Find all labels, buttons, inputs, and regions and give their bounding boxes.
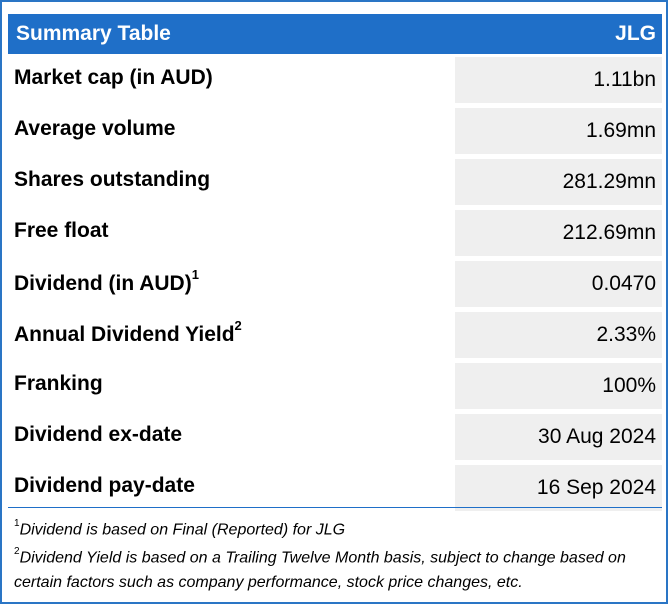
table-row-average-volume: Average volume 1.69mn: [8, 108, 662, 154]
row-value: 1.11bn: [455, 57, 662, 103]
footnote-divider: [8, 507, 662, 508]
table-header: Summary Table JLG: [8, 14, 662, 54]
row-label: Average volume: [14, 117, 176, 140]
row-label: Franking: [14, 372, 103, 395]
table-row-dividend: Dividend (in AUD)1 0.0470: [8, 261, 662, 307]
row-label: Free float: [14, 219, 109, 242]
row-label: Dividend (in AUD)1: [14, 267, 199, 295]
table-row-shares-outstanding: Shares outstanding 281.29mn: [8, 159, 662, 205]
table-row-free-float: Free float 212.69mn: [8, 210, 662, 256]
row-value: 30 Aug 2024: [455, 414, 662, 460]
row-label: Annual Dividend Yield2: [14, 318, 242, 346]
footnote-1: 1Dividend is based on Final (Reported) f…: [14, 514, 659, 542]
row-label: Dividend pay-date: [14, 474, 195, 497]
footnote-2: 2Dividend Yield is based on a Trailing T…: [14, 542, 659, 594]
row-label: Shares outstanding: [14, 168, 211, 191]
row-value: 2.33%: [455, 312, 662, 358]
row-label: Dividend ex-date: [14, 423, 183, 446]
row-value: 281.29mn: [455, 159, 662, 205]
table-title: Summary Table: [16, 22, 171, 45]
row-value: 1.69mn: [455, 108, 662, 154]
ticker-symbol: JLG: [615, 22, 656, 45]
footnote-marker: 2: [234, 318, 242, 333]
table-row-annual-dividend-yield: Annual Dividend Yield2 2.33%: [8, 312, 662, 358]
table-row-dividend-pay-date: Dividend pay-date 16 Sep 2024: [8, 465, 662, 511]
footnote-text: Dividend Yield is based on a Trailing Tw…: [14, 549, 626, 591]
row-value: 0.0470: [455, 261, 662, 307]
table-row-dividend-ex-date: Dividend ex-date 30 Aug 2024: [8, 414, 662, 460]
footnote-text: Dividend is based on Final (Reported) fo…: [19, 521, 346, 539]
footnote-marker: 1: [14, 518, 20, 529]
footnote-marker: 2: [14, 546, 20, 558]
row-value: 16 Sep 2024: [455, 465, 662, 511]
row-label: Market cap (in AUD): [14, 66, 213, 89]
table-row-market-cap: Market cap (in AUD) 1.11bn: [8, 57, 662, 103]
row-value: 212.69mn: [455, 210, 662, 256]
row-value: 100%: [455, 363, 662, 409]
footnote-marker: 1: [191, 267, 199, 282]
footnotes: 1Dividend is based on Final (Reported) f…: [14, 514, 659, 595]
table-row-franking: Franking 100%: [8, 363, 662, 409]
